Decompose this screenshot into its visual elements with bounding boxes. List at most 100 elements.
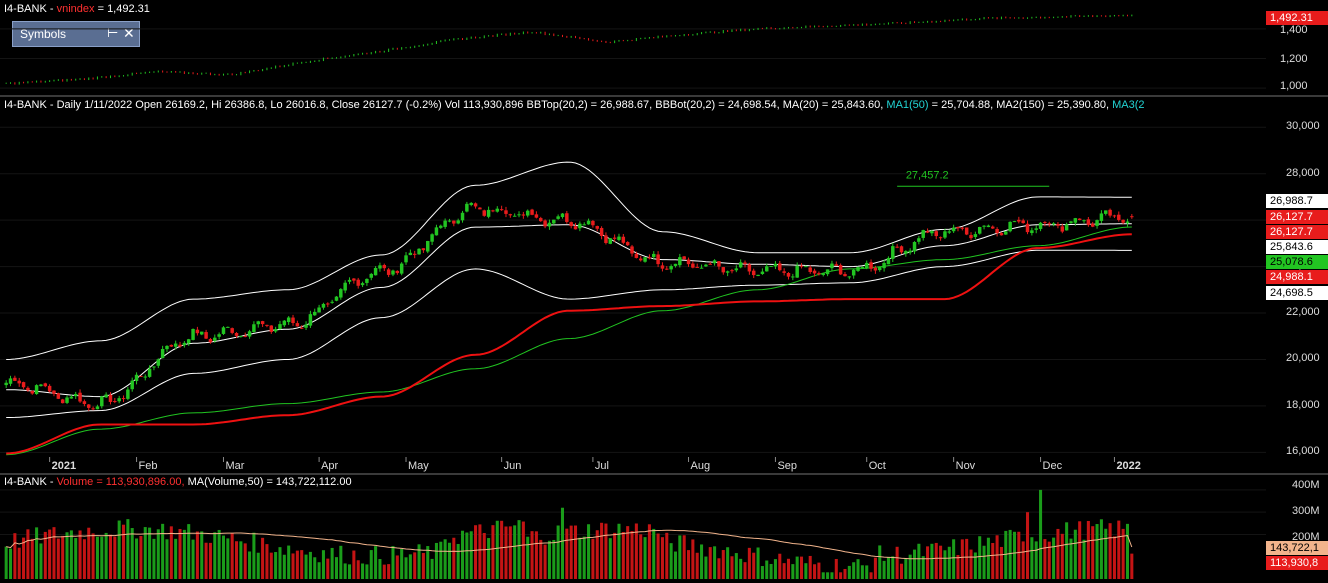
volume-bar [221, 535, 226, 579]
candle-body [847, 276, 852, 278]
candle-body [113, 401, 117, 403]
candle-body [360, 283, 365, 286]
candle-body [608, 238, 613, 244]
volume-bar [56, 538, 60, 579]
volume-bar [1117, 520, 1121, 579]
candle-body [256, 321, 260, 325]
candle-body [165, 345, 169, 350]
volume-bar [569, 525, 573, 579]
candle-body [317, 307, 321, 313]
volume-bar [647, 524, 651, 579]
candle-body [373, 267, 378, 276]
candle-body [60, 399, 65, 404]
price-tick: 18,000 [1286, 398, 1320, 411]
candle-body [925, 231, 930, 233]
volume-bar [769, 563, 773, 579]
candle-body [704, 264, 708, 267]
ma50-line [6, 226, 1132, 456]
volume-bar [995, 535, 999, 579]
candle-body [830, 263, 834, 269]
index-tick: 1,200 [1280, 53, 1308, 65]
candle-body [30, 390, 34, 394]
candle-body [1086, 219, 1091, 226]
pane-divider[interactable] [0, 95, 1328, 97]
volume-bar [639, 534, 643, 579]
candle-body [604, 235, 608, 243]
candle-body [682, 256, 686, 260]
month-label: Jul [595, 460, 609, 472]
volume-bar [786, 558, 791, 579]
candle-body [560, 213, 565, 218]
candle-body [734, 268, 739, 271]
volume-bar [130, 528, 134, 579]
price-chart: 2021 Feb Mar Apr May Jun Jul Aug Sep Oct Nov Dec 202… [0, 126, 1266, 472]
volume-bar [78, 530, 82, 579]
candle-body [1082, 220, 1086, 222]
month-label: Oct [869, 460, 886, 472]
volume-bar [986, 537, 990, 579]
volume-bar [108, 534, 113, 579]
volume-bar [982, 545, 986, 579]
candle-body [121, 398, 126, 400]
pane-divider[interactable] [0, 473, 1328, 475]
volume-bar [1047, 541, 1051, 579]
index-label: vnindex [56, 3, 95, 15]
symbols-panel[interactable]: Symbols ⊢ ✕ [12, 21, 140, 47]
price-pane: I4-BANK - Daily 1/11/2022 Open 26169.2, … [0, 97, 1328, 475]
pin-icon[interactable]: ⊢ [107, 25, 119, 40]
volume-bar [665, 532, 669, 579]
volume-bar [400, 548, 404, 579]
candle-body [452, 220, 456, 224]
volume-bar [865, 565, 869, 579]
ma1-value: = 25,704.88, [931, 99, 994, 111]
candle-body [208, 339, 213, 343]
candle-body [669, 266, 673, 270]
candle-body [843, 274, 847, 277]
candle-body [621, 236, 626, 243]
volume-bar [600, 522, 604, 579]
close-icon[interactable]: ✕ [123, 25, 135, 41]
candle-body [495, 208, 500, 212]
volume-bar [573, 525, 578, 579]
candle-body [778, 263, 782, 271]
month-label: May [408, 460, 429, 472]
candle-body [499, 209, 504, 211]
candle-body [78, 392, 82, 402]
volume-label: Volume = 113,930,896.00, [56, 476, 185, 488]
candle-body [686, 259, 691, 265]
volume-bar [487, 538, 491, 579]
volume-bar [1043, 539, 1047, 579]
volume-bar [886, 556, 890, 579]
candle-body [95, 406, 100, 410]
volume-bar [543, 544, 547, 579]
volume-bar [26, 529, 30, 579]
volume-bar [1099, 519, 1103, 579]
index-chart [0, 14, 1266, 89]
candle-body [239, 335, 243, 337]
volume-bar [826, 572, 830, 579]
candle-body [912, 241, 917, 252]
volume-bar [752, 552, 756, 579]
volume-bar [404, 557, 408, 579]
volume-bar [934, 542, 938, 579]
volume-bar [469, 531, 473, 579]
volume-bar [274, 552, 278, 579]
volume-bar [91, 533, 95, 579]
volume-bar [1078, 521, 1082, 579]
month-label: Jun [504, 460, 522, 472]
volume-bar [265, 544, 269, 579]
candle-body [108, 394, 113, 402]
candle-body [173, 343, 178, 347]
candle-body [1108, 209, 1112, 216]
volume-bar [704, 556, 708, 579]
volume-bar [17, 547, 21, 579]
candle-body [969, 235, 973, 239]
candle-body [751, 270, 756, 276]
candle-body [899, 246, 904, 253]
candle-body [908, 250, 912, 253]
volume-bar [678, 535, 682, 579]
candle-body [938, 237, 943, 239]
bb-top-tag: 26,988.7 [1266, 194, 1328, 208]
volume-bar [447, 542, 452, 579]
volume-bar [317, 562, 321, 579]
